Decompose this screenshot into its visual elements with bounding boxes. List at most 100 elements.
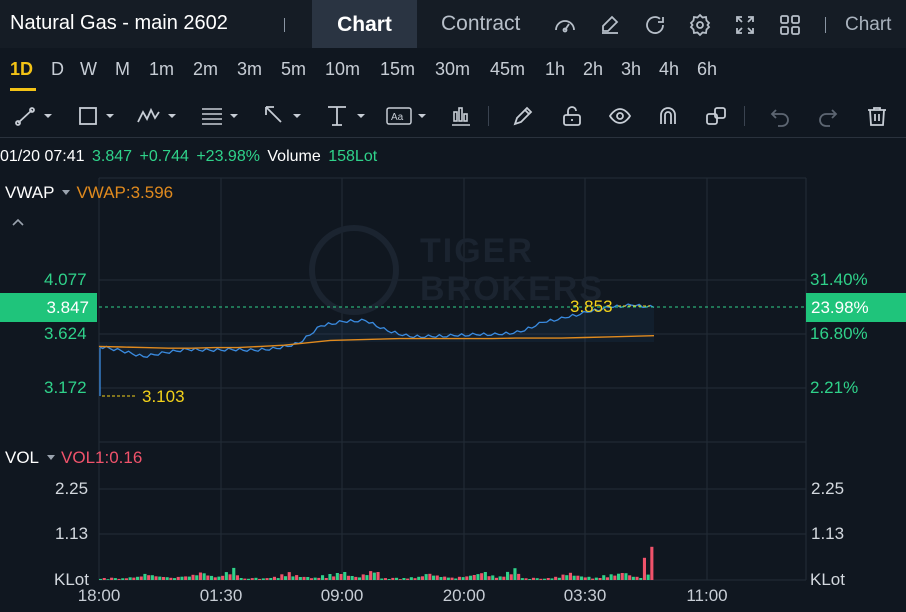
volume-bar-down bbox=[480, 573, 484, 580]
tab-chart-secondary[interactable]: Chart bbox=[845, 14, 892, 35]
volume-bar-down bbox=[302, 576, 306, 580]
volume-bar-down bbox=[161, 577, 165, 580]
edit-note-icon[interactable] bbox=[598, 13, 622, 37]
fullscreen-icon[interactable] bbox=[733, 13, 757, 37]
volume-bar-up bbox=[210, 575, 214, 580]
volume-bar-down bbox=[102, 578, 106, 580]
current-price-tag: 3.847 bbox=[0, 293, 97, 322]
volume-bar-up bbox=[143, 573, 147, 580]
price-indicator-selector[interactable]: VWAP VWAP:3.596 bbox=[5, 183, 173, 203]
magnet-icon[interactable] bbox=[656, 104, 680, 128]
volume-bar-up bbox=[343, 572, 347, 580]
collapse-chevron-icon[interactable] bbox=[11, 214, 25, 232]
timeframe-d[interactable]: D bbox=[51, 59, 64, 79]
volume-bar-up bbox=[306, 577, 310, 580]
timeframe-1m[interactable]: 1m bbox=[149, 59, 175, 79]
timeframe-30m[interactable]: 30m bbox=[435, 59, 471, 79]
pattern-icon[interactable] bbox=[136, 104, 180, 128]
volume-axis-label: KLot bbox=[54, 570, 89, 589]
settings-icon[interactable] bbox=[688, 13, 712, 37]
quote-volume-value: 158Lot bbox=[328, 148, 378, 165]
timeframe-45m[interactable]: 45m bbox=[490, 59, 526, 79]
timeframe-6h[interactable]: 6h bbox=[697, 59, 718, 79]
timeframe-m[interactable]: M bbox=[115, 59, 130, 79]
quote-change: +0.744 bbox=[139, 148, 189, 165]
eye-icon[interactable] bbox=[608, 104, 632, 128]
volume-bar-up bbox=[158, 576, 162, 580]
timeframe-1d[interactable]: 1D bbox=[10, 59, 34, 79]
volume-axis-label: 2.25 bbox=[811, 479, 845, 498]
chevron-down-icon bbox=[47, 455, 56, 461]
timeframe-2h[interactable]: 2h bbox=[583, 59, 604, 79]
trash-icon[interactable] bbox=[865, 104, 889, 128]
volume-bar-down bbox=[568, 572, 572, 580]
trend-line-icon[interactable] bbox=[14, 104, 58, 128]
volume-bar-down bbox=[391, 577, 395, 580]
volume-bar-up bbox=[99, 578, 103, 580]
volume-bar-up bbox=[298, 577, 302, 580]
undo-icon[interactable] bbox=[768, 104, 792, 128]
volume-bar-down bbox=[361, 574, 365, 580]
tab-chart[interactable]: Chart bbox=[312, 0, 417, 48]
volume-bar-up bbox=[513, 568, 517, 580]
volume-bar-down bbox=[228, 574, 232, 580]
link-icon[interactable] bbox=[704, 104, 728, 128]
volume-bar-up bbox=[454, 578, 458, 580]
redo-icon[interactable] bbox=[816, 104, 840, 128]
volume-bar-up bbox=[313, 577, 317, 580]
volume-bar-down bbox=[642, 557, 646, 580]
volume-bar-up bbox=[195, 575, 199, 580]
text-icon[interactable]: Aa bbox=[386, 104, 434, 128]
volume-bar-up bbox=[469, 575, 473, 580]
arrow-icon[interactable] bbox=[263, 104, 307, 128]
volume-bar-down bbox=[539, 578, 543, 580]
volume-bar-up bbox=[128, 577, 132, 580]
volume-bar-up bbox=[572, 575, 576, 580]
rectangle-icon[interactable] bbox=[76, 104, 120, 128]
volume-bar-up bbox=[121, 578, 125, 580]
volume-bar-up bbox=[506, 571, 510, 580]
indicator-icon[interactable] bbox=[449, 104, 473, 128]
timeframe-1h[interactable]: 1h bbox=[545, 59, 566, 79]
timeframe-2m[interactable]: 2m bbox=[193, 59, 219, 79]
volume-bar-up bbox=[217, 576, 221, 580]
volume-bar-up bbox=[247, 578, 251, 580]
timeframe-4h[interactable]: 4h bbox=[659, 59, 680, 79]
volume-bar-down bbox=[561, 574, 565, 580]
instrument-title[interactable]: Natural Gas - main 2602 bbox=[10, 12, 228, 34]
tab-contract[interactable]: Contract bbox=[441, 12, 521, 35]
pencil-icon[interactable] bbox=[511, 104, 535, 128]
timeframe-5m[interactable]: 5m bbox=[281, 59, 307, 79]
timeframe-10m[interactable]: 10m bbox=[325, 59, 361, 79]
timeframe-3m[interactable]: 3m bbox=[237, 59, 263, 79]
drawing-toolbar: Aa bbox=[0, 96, 906, 136]
price-area bbox=[99, 304, 654, 358]
volume-bar-down bbox=[280, 574, 284, 580]
volume-indicator-selector[interactable]: VOL VOL1:0.16 bbox=[5, 448, 142, 468]
speedometer-icon[interactable] bbox=[553, 13, 577, 37]
measure-icon[interactable] bbox=[325, 104, 369, 128]
timeframe-15m[interactable]: 15m bbox=[380, 59, 416, 79]
volume-bar-up bbox=[543, 578, 547, 580]
unlock-icon[interactable] bbox=[560, 104, 584, 128]
volume-bar-down bbox=[139, 576, 143, 580]
grid-layout-icon[interactable] bbox=[778, 13, 802, 37]
volume-bar-down bbox=[406, 578, 410, 580]
fibonacci-icon[interactable] bbox=[200, 104, 244, 128]
refresh-icon[interactable] bbox=[643, 13, 667, 37]
volume-bar-up bbox=[491, 575, 495, 580]
volume-bar-up bbox=[587, 576, 591, 580]
volume-bar-up bbox=[432, 575, 436, 580]
volume-bar-up bbox=[261, 578, 265, 580]
volume-bar-down bbox=[420, 576, 424, 580]
volume-bar-up bbox=[594, 577, 598, 580]
price-axis-label: 3.172 bbox=[44, 378, 87, 397]
timeframe-w[interactable]: W bbox=[80, 59, 97, 79]
volume-bar-up bbox=[602, 575, 606, 580]
timeframe-3h[interactable]: 3h bbox=[621, 59, 642, 79]
volume-bar-up bbox=[173, 578, 177, 580]
pct-axis-label: 31.40% bbox=[810, 270, 868, 289]
volume-bar-up bbox=[520, 578, 524, 580]
pct-axis-label: 2.21% bbox=[810, 378, 859, 397]
